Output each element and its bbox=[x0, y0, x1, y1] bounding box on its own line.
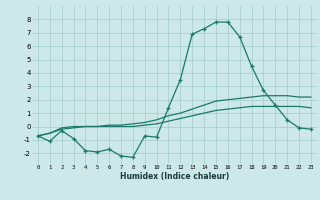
X-axis label: Humidex (Indice chaleur): Humidex (Indice chaleur) bbox=[120, 172, 229, 181]
